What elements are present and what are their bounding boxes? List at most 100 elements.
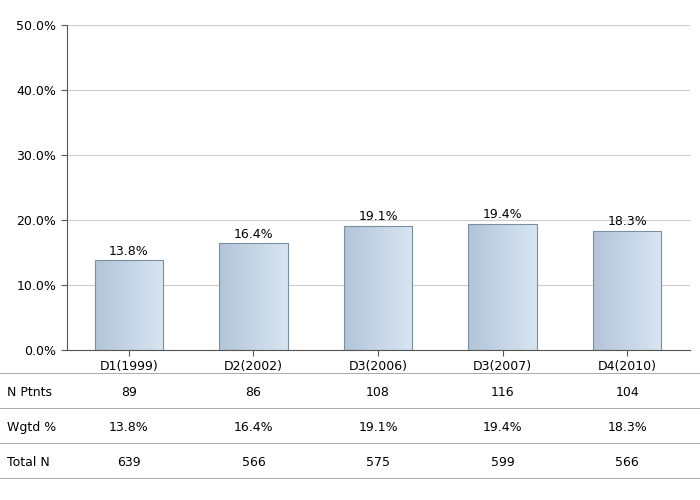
Bar [407,226,409,350]
Bar [136,260,137,350]
Bar [632,231,633,350]
Bar [102,260,104,350]
Bar [234,244,235,350]
Bar [401,226,402,350]
Bar [649,231,650,350]
Bar [535,224,536,350]
Bar [124,260,125,350]
Bar [363,226,365,350]
Text: 108: 108 [366,386,390,399]
Bar [601,231,602,350]
Bar [475,224,477,350]
Bar [230,244,231,350]
Bar [258,244,259,350]
Text: Total N: Total N [7,456,50,469]
Bar [248,244,249,350]
Bar [595,231,596,350]
Bar [513,224,514,350]
Bar [383,226,384,350]
Bar [346,226,347,350]
Bar [152,260,153,350]
Bar [398,226,400,350]
Bar [99,260,100,350]
Text: 86: 86 [246,386,261,399]
Bar [155,260,156,350]
Bar [600,231,601,350]
Text: 19.1%: 19.1% [358,421,398,434]
Bar [644,231,645,350]
Bar [370,226,371,350]
Bar [160,260,161,350]
Bar [242,244,243,350]
Text: 13.8%: 13.8% [109,421,148,434]
Bar [356,226,358,350]
Text: 19.1%: 19.1% [358,210,398,223]
Bar [622,231,624,350]
Bar [624,231,625,350]
Bar [127,260,128,350]
Bar [651,231,652,350]
Text: 89: 89 [121,386,136,399]
Bar [351,226,352,350]
Bar [259,244,260,350]
Bar [490,224,491,350]
Bar [474,224,475,350]
Bar [365,226,367,350]
Bar [486,224,488,350]
Bar [477,224,479,350]
Bar [107,260,108,350]
Bar [380,226,382,350]
Bar [250,244,251,350]
Bar [656,231,657,350]
Bar [264,244,265,350]
Bar [491,224,492,350]
Bar [243,244,244,350]
Bar [604,231,606,350]
Bar [622,231,623,350]
Bar [650,231,651,350]
Bar [131,260,132,350]
Text: Wgtd %: Wgtd % [7,421,56,434]
Bar [607,231,608,350]
Bar [102,260,103,350]
Bar [636,231,638,350]
Bar [488,224,489,350]
Bar [344,226,345,350]
Text: 566: 566 [615,456,639,469]
Bar [483,224,484,350]
Bar [411,226,412,350]
Bar [647,231,648,350]
Bar [275,244,276,350]
Bar [387,226,388,350]
Bar [353,226,354,350]
Bar [522,224,524,350]
Bar [407,226,408,350]
Bar [233,244,234,350]
Bar [641,231,642,350]
Bar [611,231,612,350]
Bar [345,226,346,350]
Bar [528,224,529,350]
Bar [158,260,159,350]
Bar [351,226,353,350]
Text: 639: 639 [117,456,141,469]
Bar [494,224,495,350]
Bar [498,224,499,350]
Bar [660,231,661,350]
Bar [230,244,232,350]
Bar [283,244,284,350]
Bar [508,224,510,350]
Bar [620,231,622,350]
Bar [156,260,158,350]
Bar [594,231,595,350]
Bar [360,226,361,350]
Bar [368,226,369,350]
Bar [129,260,130,350]
Bar [531,224,533,350]
Bar [239,244,240,350]
Bar [219,244,288,350]
Bar [634,231,636,350]
Bar [270,244,272,350]
Bar [529,224,530,350]
Bar [104,260,105,350]
